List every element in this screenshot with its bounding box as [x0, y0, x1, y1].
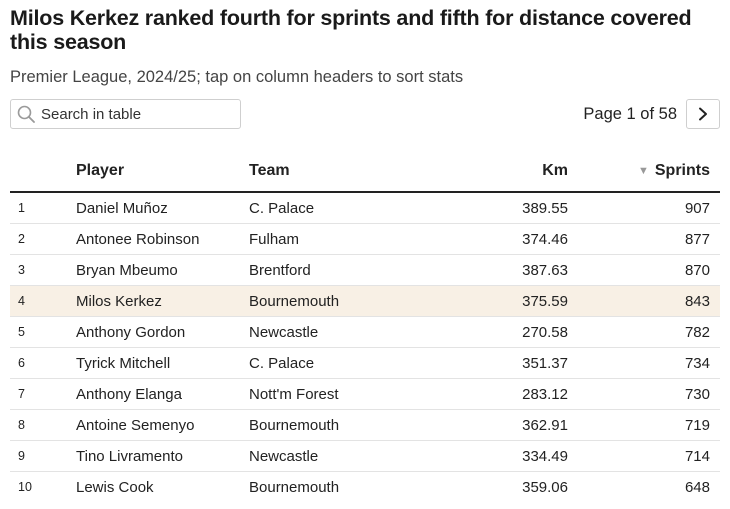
cell-team: Brentford	[249, 254, 409, 286]
cell-rank: 1	[10, 192, 76, 224]
cell-km: 374.46	[409, 223, 568, 255]
cell-sprints: 870	[568, 254, 720, 286]
cell-team: Newcastle	[249, 440, 409, 472]
search-icon	[17, 105, 35, 123]
cell-km: 270.58	[409, 316, 568, 348]
cell-rank: 10	[18, 480, 32, 494]
cell-team: Fulham	[249, 223, 409, 255]
cell-rank: 7	[10, 378, 76, 410]
cell-rank: 5	[10, 316, 76, 348]
column-header-sprints[interactable]: ▼ Sprints	[568, 151, 720, 193]
cell-rank: 8	[10, 409, 76, 441]
table-row: 5 Anthony Gordon Newcastle 270.58 782	[10, 316, 720, 348]
cell-sprints: 714	[568, 440, 720, 472]
table-header-row: Player Team Km ▼ Sprints	[10, 151, 720, 193]
cell-km: 375.59	[409, 285, 568, 317]
column-header-player[interactable]: Player	[76, 151, 249, 193]
cell-rank: 2	[10, 223, 76, 255]
cell-km: 351.37	[409, 347, 568, 379]
cell-team: C. Palace	[249, 347, 409, 379]
cell-km: 389.55	[409, 192, 568, 224]
cell-km: 362.91	[409, 409, 568, 441]
cell-player: Milos Kerkez	[76, 285, 249, 317]
table-controls: Page 1 of 58	[10, 99, 720, 131]
cell-km: 334.49	[409, 440, 568, 472]
cell-team: Bournemouth	[249, 409, 409, 441]
table-row: 10 Lewis Cook Bournemouth 359.06 648	[10, 472, 720, 503]
cell-sprints: 907	[568, 192, 720, 224]
table-row: 7 Anthony Elanga Nott'm Forest 283.12 730	[10, 378, 720, 410]
cell-km: 283.12	[409, 378, 568, 410]
cell-player: Anthony Gordon	[76, 316, 249, 348]
cell-sprints: 843	[568, 285, 720, 317]
cell-player: Antoine Semenyo	[76, 409, 249, 441]
pagination: Page 1 of 58	[583, 99, 720, 129]
stats-table: Player Team Km ▼ Sprints 1 Daniel Muñoz C. …	[10, 151, 720, 502]
table-row: 4 Milos Kerkez Bournemouth 375.59 843	[10, 285, 720, 317]
table-row: 8 Antoine Semenyo Bournemouth 362.91 719	[10, 409, 720, 441]
cell-player: Lewis Cook	[76, 478, 154, 496]
column-header-team[interactable]: Team	[249, 151, 409, 193]
cell-player: Tyrick Mitchell	[76, 347, 249, 379]
cell-km: 387.63	[409, 254, 568, 286]
page-title: Milos Kerkez ranked fourth for sprints a…	[10, 6, 692, 54]
table-row: 1 Daniel Muñoz C. Palace 389.55 907	[10, 192, 720, 224]
column-header-km[interactable]: Km	[409, 151, 568, 193]
next-page-button[interactable]	[686, 99, 720, 129]
table-row: 9 Tino Livramento Newcastle 334.49 714	[10, 440, 720, 472]
search-input[interactable]	[41, 105, 221, 123]
cell-player: Daniel Muñoz	[76, 192, 249, 224]
cell-team: Bournemouth	[249, 285, 409, 317]
cell-team: Nott'm Forest	[249, 378, 409, 410]
cell-sprints: 877	[568, 223, 720, 255]
table-row: 6 Tyrick Mitchell C. Palace 351.37 734	[10, 347, 720, 379]
column-header-sprints-label: Sprints	[654, 162, 710, 179]
page-indicator: Page 1 of 58	[583, 104, 677, 123]
cell-team: Bournemouth	[249, 478, 340, 496]
cell-km: 359.06	[522, 478, 568, 496]
cell-sprints: 734	[568, 347, 720, 379]
column-header-rank	[10, 151, 76, 193]
cell-rank: 3	[10, 254, 76, 286]
table-row: 2 Antonee Robinson Fulham 374.46 877	[10, 223, 720, 255]
cell-sprints: 648	[684, 478, 710, 496]
search-box[interactable]	[10, 99, 241, 129]
cell-player: Tino Livramento	[76, 440, 249, 472]
cell-sprints: 730	[568, 378, 720, 410]
page-container: Milos Kerkez ranked fourth for sprints a…	[10, 0, 720, 496]
cell-rank: 9	[10, 440, 76, 472]
cell-player: Bryan Mbeumo	[76, 254, 249, 286]
cell-player: Antonee Robinson	[76, 223, 249, 255]
cell-sprints: 719	[568, 409, 720, 441]
table-row: 3 Bryan Mbeumo Brentford 387.63 870	[10, 254, 720, 286]
chevron-right-icon	[699, 107, 707, 121]
cell-sprints: 782	[568, 316, 720, 348]
cell-team: Newcastle	[249, 316, 409, 348]
cell-player: Anthony Elanga	[76, 378, 249, 410]
cell-rank: 6	[10, 347, 76, 379]
page-subtitle: Premier League, 2024/25; tap on column h…	[10, 68, 464, 86]
cell-rank: 4	[10, 285, 76, 317]
sort-descending-icon: ▼	[637, 165, 649, 177]
cell-team: C. Palace	[249, 192, 409, 224]
